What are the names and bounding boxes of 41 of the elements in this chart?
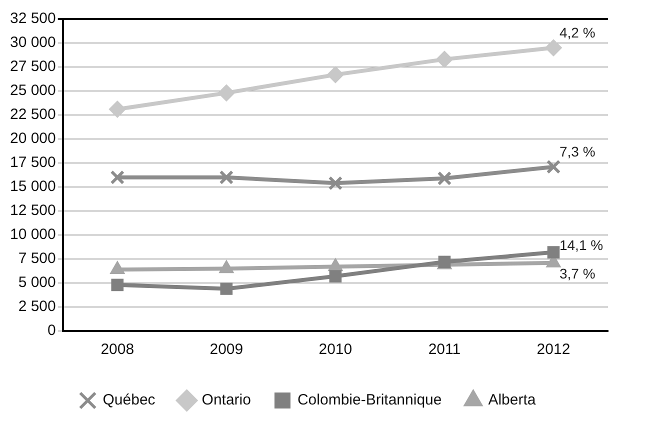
point bbox=[436, 50, 453, 68]
y-tick-label: 17 500 bbox=[10, 154, 56, 172]
point bbox=[218, 84, 235, 102]
y-tick-label: 30 000 bbox=[10, 34, 56, 52]
x-tick-label: 2012 bbox=[536, 341, 570, 358]
point bbox=[108, 100, 126, 118]
point bbox=[220, 282, 233, 295]
x-tick-label: 2009 bbox=[210, 341, 244, 358]
point bbox=[326, 66, 344, 84]
legend-label: Colombie-Britannique bbox=[297, 392, 442, 409]
x-tick-label: 2008 bbox=[100, 341, 134, 358]
y-tick-label: 25 000 bbox=[10, 82, 56, 100]
x-tick-label: 2011 bbox=[428, 341, 461, 358]
point bbox=[219, 170, 234, 185]
point bbox=[544, 39, 562, 56]
y-tick-label: 32 500 bbox=[10, 10, 56, 28]
y-tick-label: 22 500 bbox=[10, 106, 56, 124]
point bbox=[328, 176, 343, 190]
y-tick-label: 5 000 bbox=[18, 274, 56, 292]
point bbox=[547, 246, 560, 258]
annotation: 7,3 % bbox=[559, 144, 596, 160]
y-tick-label: 12 500 bbox=[10, 202, 56, 220]
point bbox=[437, 171, 452, 186]
y-tick-label: 7 500 bbox=[18, 250, 56, 268]
annotation: 14,1 % bbox=[559, 237, 604, 254]
point bbox=[546, 160, 561, 174]
point bbox=[111, 278, 124, 292]
y-tick-label: 0 bbox=[48, 322, 56, 340]
point bbox=[329, 270, 342, 282]
point bbox=[110, 170, 125, 185]
y-tick-label: 27 500 bbox=[10, 58, 56, 76]
annotation: 4,2 % bbox=[559, 24, 596, 41]
legend-label: Ontario bbox=[202, 392, 251, 409]
y-tick-label: 2 500 bbox=[18, 298, 56, 316]
y-tick-label: 15 000 bbox=[10, 178, 56, 196]
y-tick-label: 20 000 bbox=[10, 130, 56, 148]
legend-label: Alberta bbox=[488, 392, 536, 409]
annotation: 3,7 % bbox=[559, 266, 596, 282]
x-tick-label: 2010 bbox=[318, 341, 352, 358]
legend-label: Québec bbox=[102, 392, 156, 409]
y-tick-label: 10 000 bbox=[10, 226, 56, 244]
